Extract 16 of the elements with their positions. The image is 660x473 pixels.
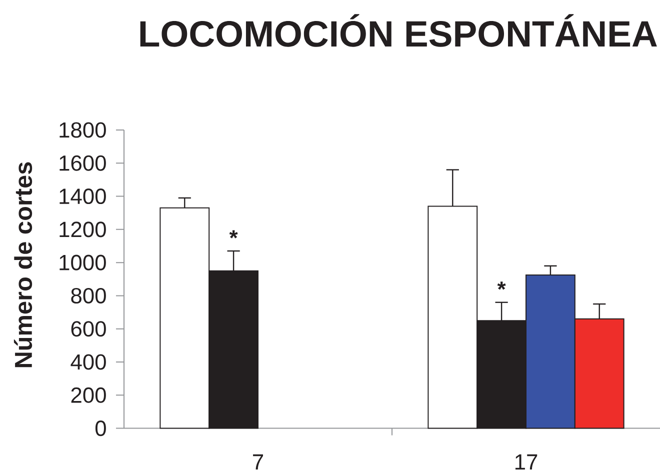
y-tick-label: 1600 [60,155,106,171]
x-tick-label: 17 [515,454,538,470]
y-tick-label: 1400 [60,188,106,204]
y-axis-title: Número de cortes [14,162,32,368]
y-tick-label: 200 [71,387,106,403]
y-tick-label: 1000 [60,254,106,270]
chart-title: LOCOMOCIÓN ESPONTÁNEA [140,14,657,47]
y-tick-label: 600 [71,321,106,337]
x-tick-label: 7 [253,454,263,470]
y-tick-label: 800 [71,288,106,304]
y-tick-label: 400 [70,354,106,370]
y-tick-label: 0 [95,420,106,436]
annotation: * [497,282,506,290]
annotation: * [229,230,238,238]
y-tick-label: 1200 [60,222,106,238]
y-tick-label: 1800 [60,122,106,138]
